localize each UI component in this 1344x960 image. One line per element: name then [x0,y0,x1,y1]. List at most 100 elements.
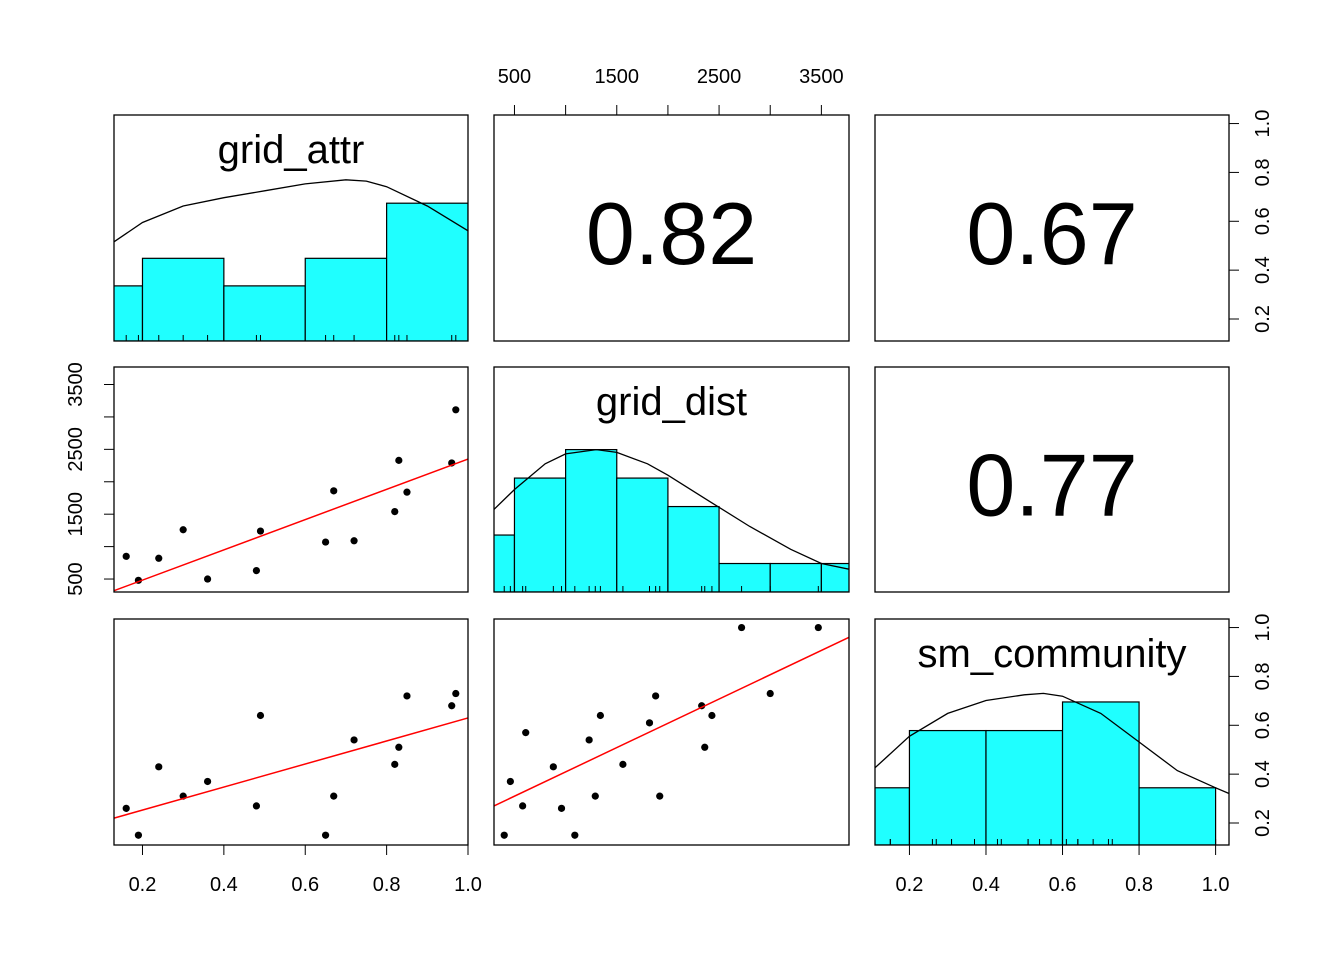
tick-label-right-row3-4: 0.8 [1252,663,1274,691]
hist-bar-grid_dist-5 [667,505,720,592]
tick-label-right-row3-5: 1.0 [1252,614,1274,642]
diag-label-grid_attr: grid_attr [218,128,365,172]
fit-line-grid_attr-vs-sm_community [113,717,469,819]
tick-label-right-row1-1: 0.2 [1252,305,1274,333]
tick-label-bottom-grid_attr-3: 0.6 [291,874,319,896]
histogram-sm_community [875,692,1229,845]
tick-label-left-grid_dist-2: 1500 [65,492,87,537]
density-curve-grid_attr [114,179,468,243]
tick-label-bottom-grid_attr-4: 0.8 [373,874,401,896]
point-grid_dist-vs-sm_community-4 [522,729,530,737]
point-grid_attr-vs-sm_community-9 [330,792,338,800]
panel-frame-r3c1 [113,618,469,846]
point-grid_attr-vs-sm_community-7 [256,711,265,720]
tick-label-right-row1-5: 1.0 [1252,110,1274,138]
marks-layer [113,179,1229,845]
tick-label-bottom-sm_community-5: 1.0 [1202,874,1230,896]
axes-layer: grid_attr grid_dist sm_community 0.82 0.67 0.… [65,66,1274,896]
tick-label-left-grid_dist-4: 3500 [65,362,87,407]
point-grid_dist-vs-sm_community-7 [571,831,579,839]
tick-label-right-row1-4: 0.8 [1252,159,1274,187]
hist-bar-grid_dist-7 [769,562,822,592]
diag-label-sm_community: sm_community [918,632,1187,676]
scatter-grid_dist-vs-sm_community [493,623,850,839]
point-grid_dist-vs-sm_community-13 [652,692,660,700]
tick-label-top-grid_dist-1: 500 [498,66,531,88]
tick-label-right-row3-2: 0.4 [1252,760,1274,788]
tick-label-bottom-sm_community-4: 0.8 [1125,874,1153,896]
point-grid_attr-vs-grid_dist-1 [122,552,130,560]
point-grid_attr-vs-grid_dist-13 [403,488,411,496]
tick-label-bottom-sm_community-2: 0.4 [972,874,1000,896]
hist-bar-grid_attr-2 [141,257,225,341]
tick-label-right-row1-2: 0.4 [1252,256,1274,284]
tick-label-right-row1-3: 0.6 [1252,207,1274,235]
density-curve-sm_community [875,692,1229,795]
point-grid_attr-vs-grid_dist-7 [256,527,265,535]
point-grid_dist-vs-sm_community-11 [619,760,627,768]
hist-bar-grid_dist-2 [513,477,567,592]
point-grid_attr-vs-sm_community-12 [395,743,403,751]
tick-label-bottom-grid_attr-2: 0.4 [210,874,238,896]
hist-bar-grid_dist-3 [565,448,618,592]
point-grid_attr-vs-sm_community-11 [391,760,399,768]
hist-bar-grid_attr-4 [304,257,388,341]
histogram-grid_attr [114,179,468,341]
point-grid_dist-vs-sm_community-3 [519,802,527,810]
histogram-grid_dist [494,448,849,592]
point-grid_dist-vs-sm_community-16 [701,743,709,751]
point-grid_attr-vs-sm_community-2 [134,831,143,839]
correlation-grid_attr-sm_community: 0.67 [966,184,1137,283]
point-grid_dist-vs-sm_community-12 [645,719,654,727]
hist-bar-grid_dist-8 [820,562,849,592]
point-grid_dist-vs-sm_community-18 [737,623,746,632]
point-grid_dist-vs-sm_community-20 [814,623,822,632]
panel-frame-r2c2 [493,366,850,593]
hist-bar-grid_dist-1 [494,534,516,592]
point-grid_attr-vs-grid_dist-6 [252,567,261,575]
tick-label-right-row3-3: 0.6 [1252,711,1274,739]
point-grid_attr-vs-grid_dist-3 [155,554,163,562]
scatter-grid_attr-vs-sm_community [113,689,469,839]
point-grid_attr-vs-sm_community-1 [122,804,130,812]
point-grid_attr-vs-grid_dist-12 [395,456,403,464]
hist-bar-grid_attr-1 [114,285,144,341]
hist-bar-sm_community-2 [908,729,987,845]
point-grid_dist-vs-sm_community-14 [656,792,664,800]
tick-label-top-grid_dist-7: 3500 [799,66,844,88]
panel-frame-r3c2 [493,618,850,846]
tick-label-top-grid_dist-5: 2500 [697,66,742,88]
point-grid_attr-vs-sm_community-13 [403,692,411,700]
fit-line-grid_dist-vs-sm_community [493,636,850,807]
density-curve-grid_dist [494,448,849,570]
panel-frame-r1c1 [113,114,469,342]
point-grid_attr-vs-sm_community-5 [203,777,212,786]
tick-label-top-grid_dist-3: 1500 [595,66,640,88]
hist-bar-sm_community-4 [1061,701,1140,845]
point-grid_dist-vs-sm_community-10 [596,711,604,720]
point-grid_attr-vs-grid_dist-9 [330,487,338,495]
point-grid_attr-vs-grid_dist-11 [391,507,399,516]
point-grid_attr-vs-sm_community-3 [155,763,163,771]
point-grid_dist-vs-sm_community-8 [585,736,593,744]
tick-label-bottom-grid_attr-1: 0.2 [129,874,157,896]
tick-label-right-row3-1: 0.2 [1252,809,1274,837]
correlation-grid_dist-sm_community: 0.77 [966,436,1137,535]
point-grid_attr-vs-sm_community-8 [321,831,330,839]
point-grid_attr-vs-sm_community-15 [452,689,460,698]
tick-label-bottom-sm_community-3: 0.6 [1049,874,1077,896]
point-grid_attr-vs-grid_dist-10 [350,537,358,545]
hist-bar-sm_community-1 [875,787,911,845]
point-grid_attr-vs-grid_dist-8 [321,538,330,546]
panel-frame-r2c3 [874,366,1230,593]
tick-label-left-grid_dist-3: 2500 [65,427,87,472]
fit-line-grid_attr-vs-grid_dist [113,458,469,592]
point-grid_attr-vs-sm_community-14 [448,702,456,710]
hist-bar-grid_dist-6 [718,562,771,592]
point-grid_attr-vs-grid_dist-5 [203,575,212,583]
hist-bar-grid_attr-5 [386,202,468,341]
point-grid_attr-vs-grid_dist-4 [179,526,187,534]
tick-label-bottom-sm_community-1: 0.2 [896,874,924,896]
hist-bar-grid_dist-4 [616,477,669,592]
